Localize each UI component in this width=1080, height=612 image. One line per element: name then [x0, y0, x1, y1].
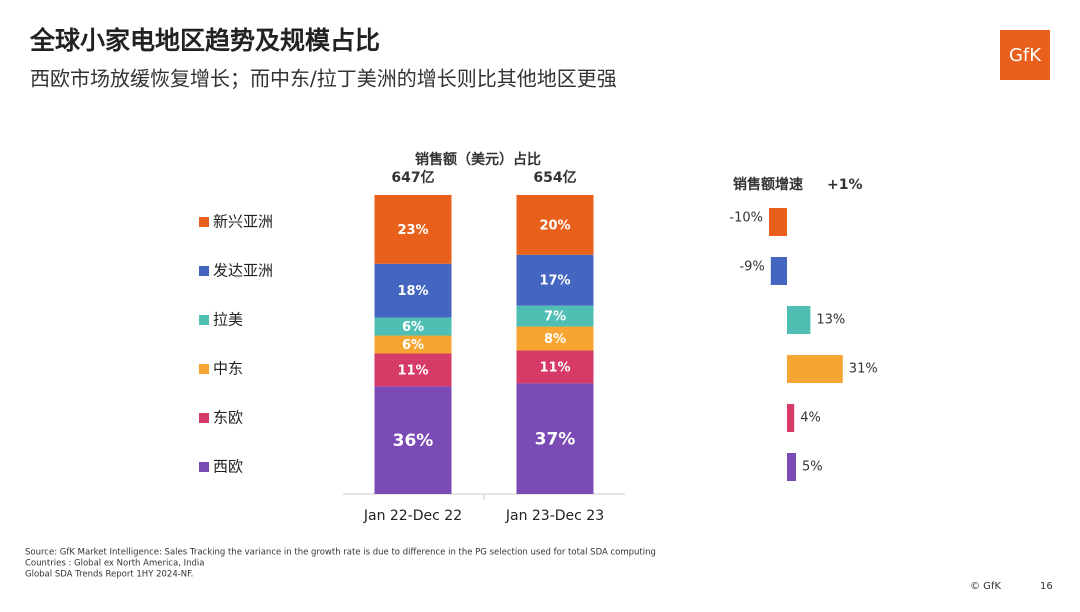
value-label: 5% [802, 460, 823, 475]
bar-segment [516, 305, 594, 327]
source: Source: GfK Market Intelligence: Sales T… [25, 548, 656, 558]
value-label: 7% [544, 310, 566, 325]
value-label: 11% [397, 363, 428, 378]
bar-segment [374, 353, 452, 387]
bar [787, 453, 796, 481]
bar-segment [374, 386, 452, 494]
value-label: 36% [393, 431, 434, 451]
bar-segment [374, 263, 452, 318]
value-label: 31% [849, 362, 878, 377]
chart-title: 销售额（美元）占比 [415, 151, 541, 168]
value-label: 18% [397, 284, 428, 299]
bar [769, 208, 787, 236]
legend-swatch [199, 266, 209, 276]
chart-title: 销售额增速 [733, 176, 803, 193]
bar [787, 355, 843, 383]
source: Global SDA Trends Report 1HY 2024-NF. [25, 570, 193, 580]
legend-swatch [199, 413, 209, 423]
value-label: 8% [544, 332, 566, 347]
bar-segment [516, 326, 594, 351]
x-tick-label: Jan 23-Dec 23 [505, 508, 604, 524]
page-number: 16 [1040, 581, 1053, 592]
legend-label: 中东 [213, 360, 243, 378]
bar-segment [374, 317, 452, 336]
bar [770, 257, 787, 285]
value-label: 37% [535, 430, 576, 450]
logo: GfK [1009, 45, 1042, 66]
subtitle: 西欧市场放缓恢复增长；而中东/拉丁美洲的增长则比其他地区更强 [30, 67, 617, 91]
x-tick-label: Jan 22-Dec 22 [363, 508, 462, 524]
legend-label: 新兴亚洲 [213, 213, 273, 231]
value-label: 6% [402, 320, 424, 335]
bar [787, 306, 811, 334]
bar [787, 404, 795, 432]
total-label: 647亿 [391, 169, 434, 186]
bar-segment [516, 195, 594, 255]
legend-swatch [199, 462, 209, 472]
source: Countries : Global ex North America, Ind… [25, 559, 204, 569]
value-label: 6% [402, 338, 424, 353]
bar-segment [374, 335, 452, 354]
total-label: 654亿 [533, 169, 576, 186]
legend-label: 拉美 [213, 311, 243, 329]
value-label: 20% [539, 218, 570, 233]
copyright: © GfK [970, 581, 1001, 592]
bar-segment [374, 195, 452, 264]
legend-swatch [199, 315, 209, 325]
title: 全球小家电地区趋势及规模占比 [29, 26, 380, 55]
logo-box [1000, 30, 1050, 80]
value-label: 17% [539, 274, 570, 289]
value-label: 11% [539, 360, 570, 375]
value-label: 23% [397, 223, 428, 238]
legend-label: 西欧 [213, 458, 243, 476]
annotation: +1% [827, 177, 863, 193]
legend-swatch [199, 217, 209, 227]
value-label: 4% [800, 411, 821, 426]
legend-swatch [199, 364, 209, 374]
bar-segment [516, 383, 594, 494]
bar-segment [516, 350, 594, 384]
value-label: 13% [816, 313, 845, 328]
value-label: -10% [729, 211, 763, 226]
bar-segment [516, 254, 594, 306]
legend-label: 发达亚洲 [213, 262, 273, 280]
legend-label: 东欧 [213, 409, 243, 427]
value-label: -9% [739, 260, 764, 275]
